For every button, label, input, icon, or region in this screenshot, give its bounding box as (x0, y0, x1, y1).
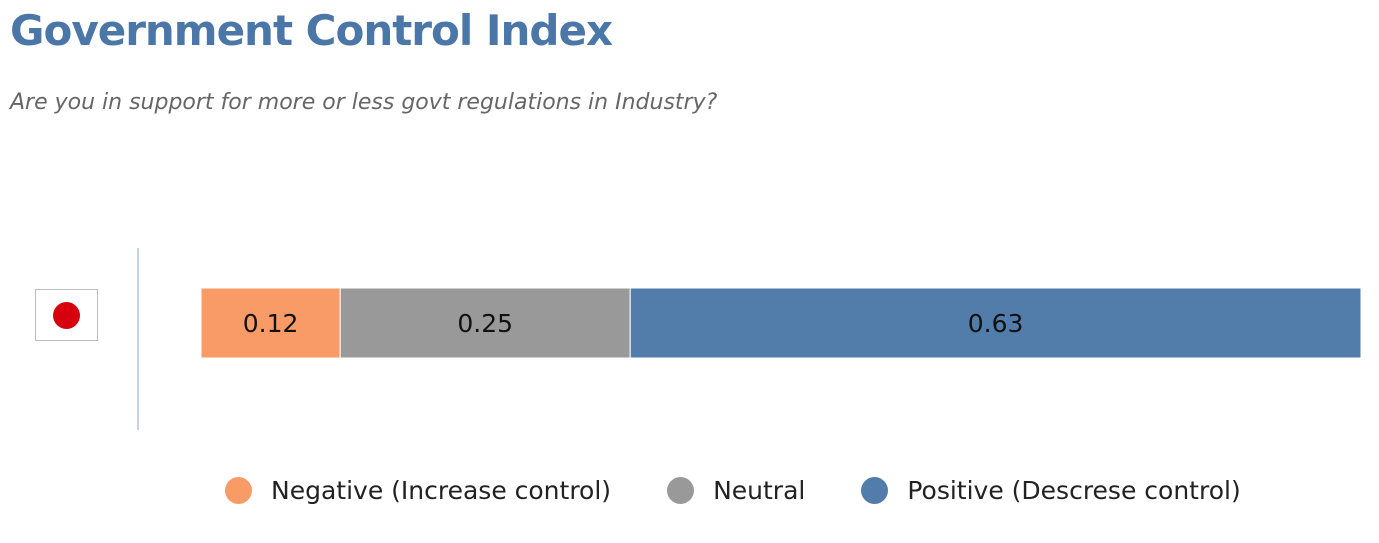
bar-segment-3[interactable] (629, 287, 1362, 359)
chart-subtitle: Are you in support for more or less govt… (10, 90, 718, 115)
bar-data-label: 0.63 (968, 309, 1024, 338)
legend-label: Positive (Descrese control) (907, 476, 1241, 505)
flag-red-disc (53, 302, 80, 329)
legend-marker (667, 477, 695, 504)
legend-marker (861, 477, 889, 504)
japan-flag-icon (35, 289, 98, 341)
legend-item-1[interactable]: Negative (Increase control) (225, 476, 611, 505)
bar-group: 0.12 0.25 0.63 (200, 287, 1362, 359)
bar-segment-2[interactable] (339, 287, 631, 359)
legend-label: Neutral (713, 476, 806, 505)
chart-title: Government Control Index (10, 6, 613, 55)
bar-data-label: 0.25 (457, 309, 513, 338)
legend-item-2[interactable]: Neutral (667, 476, 805, 505)
chart-legend: Negative (Increase control) Neutral Positi… (225, 476, 1241, 505)
stacked-bar-chart: 0.12 0.25 0.63 (137, 248, 1362, 430)
legend-item-3[interactable]: Positive (Descrese control) (861, 476, 1241, 505)
legend-marker (225, 477, 252, 504)
bar-data-label: 0.12 (243, 309, 299, 338)
bar-segment-1[interactable] (200, 287, 341, 359)
legend-label: Negative (Increase control) (271, 476, 612, 505)
